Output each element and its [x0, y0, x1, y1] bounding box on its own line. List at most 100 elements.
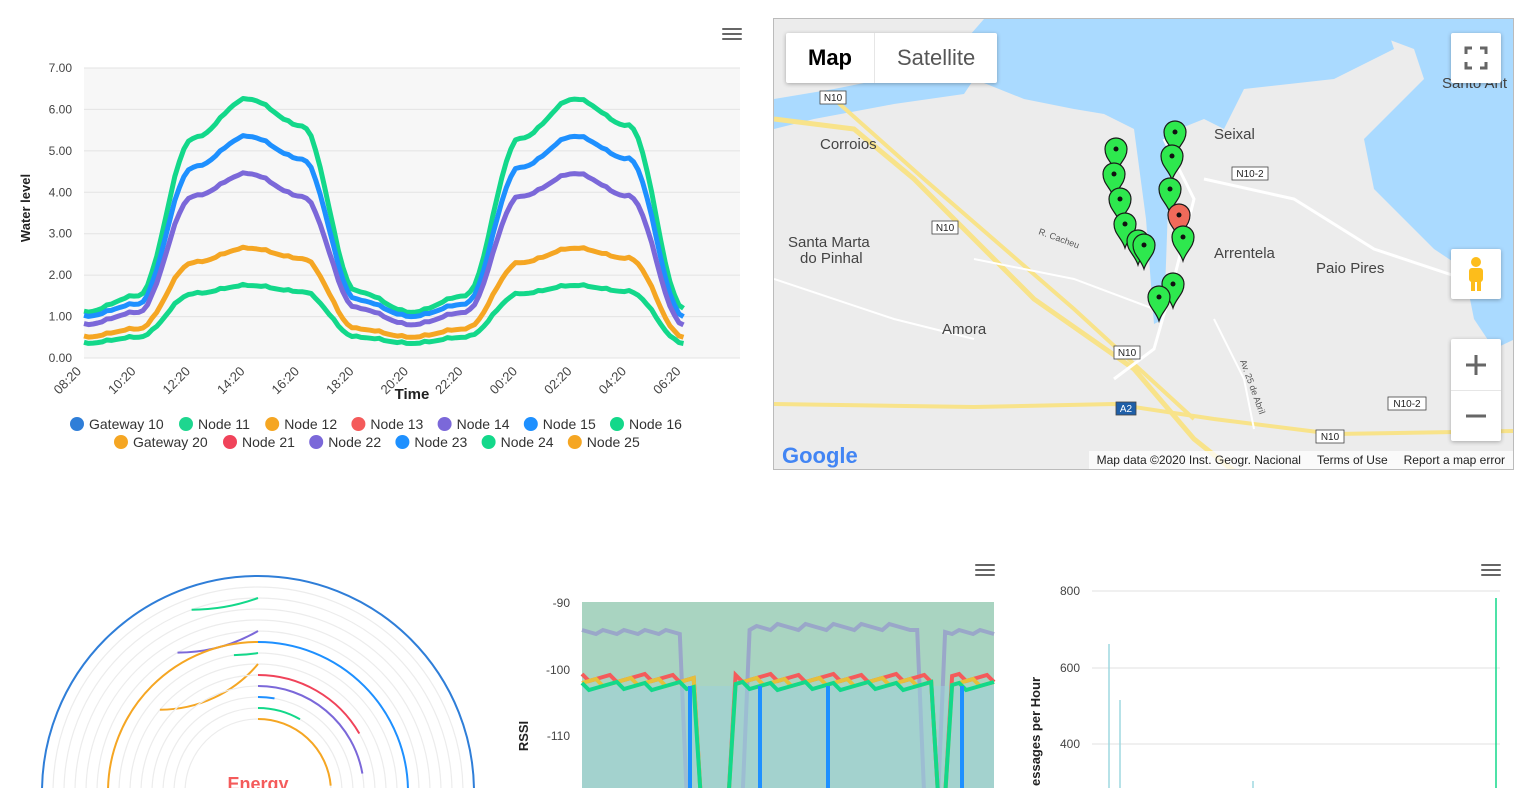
map-marker[interactable]	[1171, 225, 1195, 264]
legend-label: Gateway 10	[89, 416, 164, 432]
map-road-a2	[774, 401, 1513, 437]
legend-label: Node 22	[328, 434, 381, 450]
minus-icon	[1466, 414, 1486, 417]
rssi-area	[582, 686, 994, 793]
water-y-tick: 4.00	[49, 185, 73, 199]
chart-menu-icon[interactable]	[975, 564, 995, 578]
marker-pin-icon	[1163, 120, 1187, 159]
report-map-error-link[interactable]: Report a map error	[1403, 453, 1505, 467]
water-y-axis-title: Water level	[18, 174, 33, 242]
legend-label: Node 14	[457, 416, 510, 432]
map-marker[interactable]	[1102, 162, 1126, 201]
map-marker[interactable]	[1163, 120, 1187, 159]
map-type-satellite-button[interactable]: Satellite	[897, 45, 976, 70]
map-markers[interactable]	[1102, 120, 1195, 324]
map-marker[interactable]	[1132, 233, 1156, 272]
water-series-line[interactable]	[83, 170, 685, 328]
energy-arc	[159, 663, 259, 711]
google-logo[interactable]: Google	[782, 443, 858, 468]
marker-dot	[1176, 212, 1182, 218]
energy-arc	[41, 575, 259, 793]
map-street	[1203, 177, 1465, 281]
map-marker[interactable]	[1160, 144, 1184, 183]
legend-item[interactable]: Node 13	[351, 416, 424, 432]
map-marker[interactable]	[1147, 285, 1171, 324]
svg-text:N10: N10	[824, 93, 843, 104]
svg-text:N10-2: N10-2	[1236, 169, 1264, 180]
water-x-tick: 00:20	[487, 364, 521, 398]
water-series-line[interactable]	[83, 281, 684, 346]
legend-marker	[395, 435, 410, 449]
legend-item[interactable]: Node 12	[265, 416, 337, 432]
map-type-map-button[interactable]: Map	[786, 33, 875, 83]
zoom-in-button[interactable]	[1451, 340, 1501, 391]
legend-item[interactable]: Gateway 20	[114, 434, 208, 450]
legend-item[interactable]: Node 16	[610, 416, 682, 432]
legend-label: Gateway 20	[133, 434, 208, 450]
map-marker[interactable]	[1158, 177, 1182, 216]
map-road-main	[774, 116, 1236, 469]
legend-label: Node 11	[198, 416, 250, 432]
legend-marker	[481, 435, 496, 449]
rssi-y-tick: -110	[547, 729, 570, 743]
water-x-tick: 04:20	[596, 364, 630, 398]
chart-menu-icon[interactable]	[722, 28, 742, 42]
legend-item[interactable]: Node 23	[395, 434, 468, 450]
energy-arc	[191, 597, 259, 611]
fullscreen-button[interactable]	[1451, 33, 1501, 83]
water-y-tick: 7.00	[49, 61, 73, 75]
map-type-control: Map Satellite	[786, 33, 998, 83]
map-street	[973, 258, 1155, 310]
map-place-label: Paio Pires	[1316, 260, 1384, 277]
map-marker[interactable]	[1108, 187, 1132, 226]
zoom-out-button[interactable]	[1451, 391, 1501, 441]
road-shield: N10	[1315, 429, 1345, 444]
map-view[interactable]: Corroios Seixal Santa Marta do Pinhal Ar…	[773, 18, 1514, 470]
water-x-tick: 06:20	[650, 364, 684, 398]
energy-label: Energy	[227, 774, 288, 788]
road-shield: N10	[819, 90, 847, 105]
rssi-plot: -90 -100 -110 RSSI	[516, 596, 996, 793]
legend-item[interactable]: Node 25	[567, 434, 640, 450]
map-canvas[interactable]: Corroios Seixal Santa Marta do Pinhal Ar…	[774, 19, 1514, 470]
legend-item[interactable]: Node 21	[223, 434, 295, 450]
marker-pin-icon	[1147, 285, 1171, 324]
map-water-inlet	[774, 69, 974, 129]
legend-item[interactable]: Gateway 10	[70, 416, 164, 432]
street-view-pegman-button[interactable]	[1451, 249, 1501, 299]
marker-pin-icon	[1102, 162, 1126, 201]
map-marker[interactable]	[1104, 137, 1128, 176]
water-x-axis: 08:20 10:20 12:20 14:20 16:20 18:20 20:20 22:20…	[51, 364, 684, 398]
legend-item[interactable]: Node 14	[437, 416, 510, 432]
fullscreen-icon	[1464, 46, 1488, 70]
energy-arc	[233, 652, 259, 657]
energy-track	[96, 630, 420, 793]
water-x-tick: 10:20	[105, 364, 139, 398]
map-place-label: Santa Marta	[788, 234, 870, 251]
rssi-y-tick: -100	[546, 663, 570, 677]
energy-arc	[257, 707, 301, 721]
energy-plot: Energy	[41, 575, 475, 793]
rssi-y-axis-title: RSSI	[516, 721, 531, 751]
legend-item[interactable]: Node 11	[179, 416, 250, 432]
legend-label: Node 23	[414, 434, 467, 450]
legend-item[interactable]: Node 24	[481, 434, 554, 450]
zoom-control	[1451, 339, 1501, 441]
marker-dot	[1170, 281, 1176, 287]
legend-label: Node 13	[370, 416, 423, 432]
water-series-line[interactable]	[83, 96, 685, 315]
map-marker-alert[interactable]	[1167, 203, 1191, 242]
water-x-axis-title: Time	[395, 386, 430, 403]
water-series-line[interactable]	[83, 244, 685, 340]
water-y-tick: 3.00	[49, 227, 73, 241]
water-series-line[interactable]	[83, 133, 685, 320]
terms-of-use-link[interactable]: Terms of Use	[1316, 453, 1388, 467]
marker-dot	[1167, 186, 1173, 192]
legend-item[interactable]: Node 15	[523, 416, 596, 432]
water-y-tick: 6.00	[49, 102, 73, 116]
legend-item[interactable]: Node 22	[309, 434, 381, 450]
water-x-tick: 16:20	[269, 364, 303, 398]
chart-menu-icon[interactable]	[1481, 564, 1501, 578]
legend-marker	[523, 417, 538, 431]
energy-arc	[257, 685, 364, 774]
